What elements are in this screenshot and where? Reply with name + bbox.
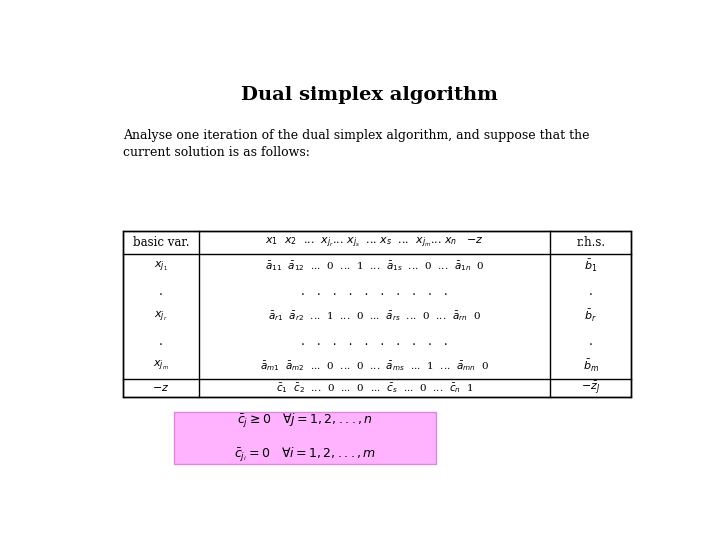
Text: .: . xyxy=(589,285,593,298)
Text: current solution is as follows:: current solution is as follows: xyxy=(124,146,310,159)
Text: $\bar{a}_{11}$  $\bar{a}_{12}$  ...  0  ...  1  ...  $\bar{a}_{1s}$  ...  0  ...: $\bar{a}_{11}$ $\bar{a}_{12}$ ... 0 ... … xyxy=(265,260,485,273)
Text: $-z$: $-z$ xyxy=(153,383,170,393)
Text: $\bar{a}_{r1}$  $\bar{a}_{r2}$  ...  1  ...  0  ...  $\bar{a}_{rs}$  ...  0  ...: $\bar{a}_{r1}$ $\bar{a}_{r2}$ ... 1 ... … xyxy=(268,309,481,323)
Text: $x_{j_1}$: $x_{j_1}$ xyxy=(154,259,168,274)
Text: $\bar{c}_{j_i} = 0 \quad \forall i=1,2,...,m$: $\bar{c}_{j_i} = 0 \quad \forall i=1,2,.… xyxy=(234,446,376,464)
Text: .   .   .   .   .   .   .   .   .   .: . . . . . . . . . . xyxy=(301,335,448,348)
Text: Analyse one iteration of the dual simplex algorithm, and suppose that the: Analyse one iteration of the dual simple… xyxy=(124,129,590,142)
Text: .: . xyxy=(159,335,163,348)
Text: $\bar{a}_{m1}$  $\bar{a}_{m2}$  ...  0  ...  0  ...  $\bar{a}_{ms}$  ...  1  ...: $\bar{a}_{m1}$ $\bar{a}_{m2}$ ... 0 ... … xyxy=(260,359,489,373)
Text: .: . xyxy=(159,285,163,298)
Text: $\bar{c}_1$  $\bar{c}_2$  ...  0  ...  0  ...  $\bar{c}_s$  ...  0  ...  $\bar{c: $\bar{c}_1$ $\bar{c}_2$ ... 0 ... 0 ... … xyxy=(276,381,474,395)
Text: $\bar{b}_m$: $\bar{b}_m$ xyxy=(582,358,599,374)
Text: $-\bar{z}_J$: $-\bar{z}_J$ xyxy=(581,380,600,396)
Text: .   .   .   .   .   .   .   .   .   .: . . . . . . . . . . xyxy=(301,285,448,298)
Text: $x_1$  $x_2$  ...  $x_{j_r}$... $x_{j_s}$  ... $x_s$  ...  $x_{j_m}$... $x_n$   : $x_1$ $x_2$ ... $x_{j_r}$... $x_{j_s}$ .… xyxy=(265,235,484,250)
Text: $x_{j_r}$: $x_{j_r}$ xyxy=(154,309,168,323)
Text: $x_{j_m}$: $x_{j_m}$ xyxy=(153,359,169,374)
Text: $\bar{b}_r$: $\bar{b}_r$ xyxy=(585,308,597,325)
Text: r.h.s.: r.h.s. xyxy=(576,236,606,249)
Text: $\bar{b}_1$: $\bar{b}_1$ xyxy=(584,259,598,274)
Text: .: . xyxy=(589,335,593,348)
Text: Dual simplex algorithm: Dual simplex algorithm xyxy=(240,85,498,104)
Text: $\bar{c}_j \geq 0 \quad \forall j=1,2,...,n$: $\bar{c}_j \geq 0 \quad \forall j=1,2,..… xyxy=(237,413,373,430)
Text: basic var.: basic var. xyxy=(133,236,189,249)
